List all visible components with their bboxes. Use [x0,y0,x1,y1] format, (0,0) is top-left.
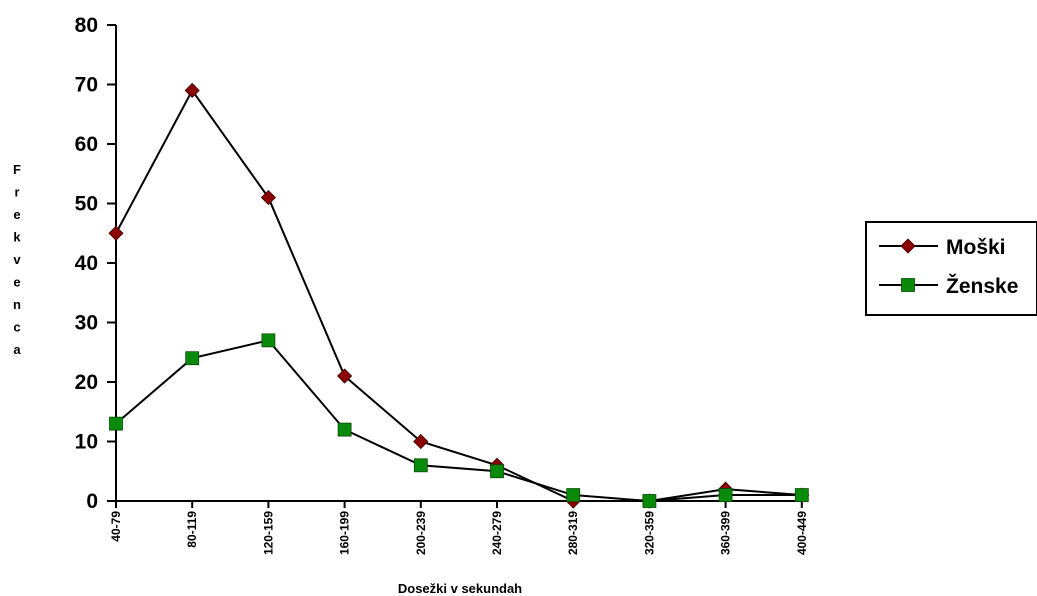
x-tick-label: 320-359 [642,511,656,555]
data-point-square [566,488,581,502]
data-point-diamond [108,225,124,241]
y-tick-label: 10 [75,431,98,454]
x-tick-label: 80-119 [185,511,199,548]
data-point-square [109,416,123,431]
y-tick-label: 80 [75,14,98,37]
x-tick-label: 240-279 [490,511,504,555]
legend-box [865,221,1037,316]
x-tick-label: 160-199 [338,511,352,555]
y-tick-label: 40 [75,252,98,275]
x-tick-label: 120-159 [261,511,275,555]
x-tick-label: 400-449 [795,511,809,555]
legend-marker-square [901,278,915,292]
series-1 [109,333,809,508]
x-tick-label: 280-319 [566,511,580,555]
data-point-diamond [337,368,353,384]
legend-marker-diamond [900,238,916,254]
series-0 [108,82,810,509]
x-tick-label: 360-399 [719,511,733,555]
y-tick-label: 60 [75,133,98,156]
data-point-square [794,488,809,502]
data-point-square [337,422,352,437]
legend-label: Moški [946,236,1006,259]
data-point-square [642,494,657,508]
series-line [115,339,802,503]
x-tick-label: 200-239 [414,511,428,555]
data-point-square [718,488,733,502]
legend-item-1: Ženske [879,274,1018,298]
y-tick-label: 50 [75,193,98,216]
y-tick-label: 0 [86,490,98,513]
data-point-diamond [184,82,200,99]
legend-label: Ženske [946,274,1018,298]
x-tick-label: 40-79 [109,511,123,542]
series-group [108,82,810,509]
y-tick-labels: 0 10 20 30 40 50 60 70 80 [75,14,98,513]
y-tick-label: 30 [75,312,98,335]
data-point-diamond [413,433,429,450]
data-point-square [490,464,504,479]
y-tick-label: 70 [75,74,98,97]
legend: Moški Ženske [865,221,1037,316]
legend-item-0: Moški [879,236,1006,259]
x-tick-labels: 40-79 80-119 120-159 160-199 200-239 240-279 2… [109,511,809,555]
x-axis-title: Dosežki v sekundah [398,581,522,596]
data-point-diamond [260,189,276,206]
series-line [115,88,802,502]
data-point-square [261,333,276,348]
data-point-square [185,351,200,366]
axes [107,24,803,508]
y-tick-label: 20 [75,371,98,394]
data-point-square [413,458,428,473]
